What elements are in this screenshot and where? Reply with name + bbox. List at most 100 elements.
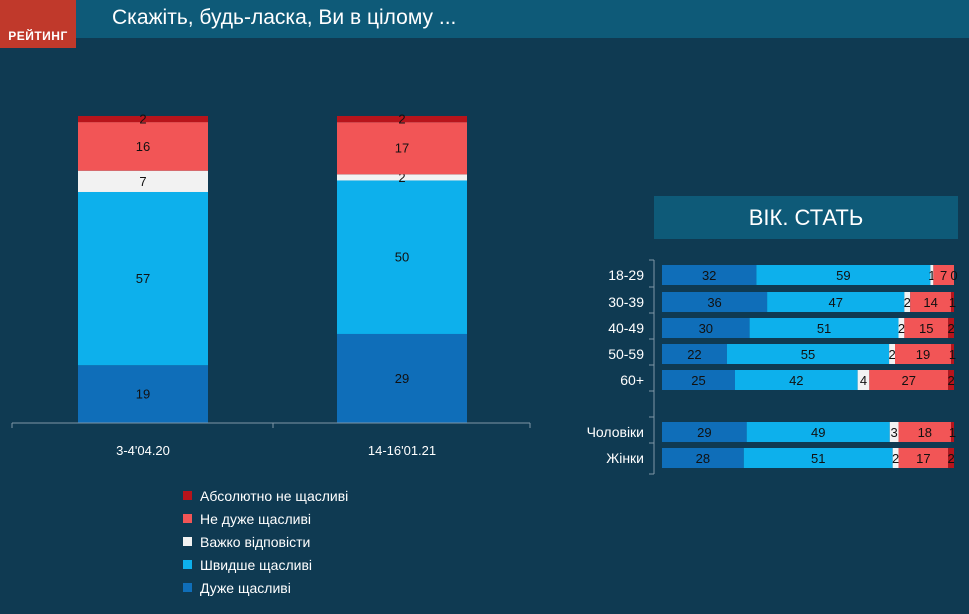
hbar-segment — [951, 422, 954, 442]
hbar-value-label: 18 — [918, 425, 932, 440]
hbar-segment — [951, 344, 954, 364]
hbar-value-label: 1 — [949, 347, 956, 362]
legend-swatch — [183, 560, 192, 569]
hbar-value-label: 51 — [811, 451, 825, 466]
hbar-value-label: 17 — [916, 451, 930, 466]
legend-label: Абсолютно не щасливі — [200, 487, 349, 504]
hbar-value-label: 30 — [699, 321, 713, 336]
hbar-value-label: 29 — [697, 425, 711, 440]
hbar-segment — [898, 448, 949, 468]
hbar-value-label: 32 — [702, 268, 716, 283]
hbar-segment — [662, 292, 768, 312]
bar-value-label: 57 — [136, 271, 150, 286]
bar-segment — [337, 333, 467, 423]
bar-segment — [78, 365, 208, 423]
bar-segment — [337, 116, 467, 123]
bar-value-label: 29 — [395, 371, 409, 386]
header-bar — [0, 0, 969, 38]
legend-item: Важко відповісти — [183, 530, 348, 553]
bar-value-label: 50 — [395, 250, 409, 265]
legend-item: Не дуже щасливі — [183, 507, 348, 530]
legend-swatch — [183, 583, 192, 592]
page-title: Скажіть, будь-ласка, Ви в цілому ... — [112, 6, 457, 29]
row-label: Чоловіки — [587, 424, 644, 440]
hbar-value-label: 2 — [892, 451, 899, 466]
bar-value-label: 17 — [395, 141, 409, 156]
legend-item: Абсолютно не щасливі — [183, 484, 348, 507]
bar-segment — [78, 191, 208, 366]
bar-value-label: 7 — [139, 174, 146, 189]
hbar-segment — [948, 318, 954, 338]
hbar-value-label: 2 — [898, 321, 905, 336]
hbar-segment — [930, 265, 934, 285]
bar-value-label: 2 — [398, 112, 405, 127]
bar-value-label: 16 — [136, 139, 150, 154]
hbar-segment — [892, 448, 899, 468]
hbar-segment — [904, 318, 949, 338]
hbar-value-label: 51 — [817, 321, 831, 336]
hbar-value-label: 1 — [949, 425, 956, 440]
hbar-value-label: 1 — [949, 295, 956, 310]
hbar-segment — [948, 448, 954, 468]
hbar-value-label: 15 — [919, 321, 933, 336]
age-sex-panel-title: ВІК. СТАТЬ — [654, 196, 958, 239]
hbar-value-label: 59 — [836, 268, 850, 283]
bar-segment — [337, 122, 467, 175]
hbar-value-label: 7 — [940, 268, 947, 283]
hbar-segment — [898, 318, 905, 338]
hbar-segment — [746, 422, 890, 442]
hbar-segment — [910, 292, 952, 312]
hbar-segment — [895, 344, 952, 364]
hbar-segment — [662, 422, 747, 442]
hbar-segment — [948, 370, 954, 390]
hbar-value-label: 2 — [904, 295, 911, 310]
hbar-segment — [662, 265, 757, 285]
hbar-value-label: 47 — [829, 295, 843, 310]
row-label: 18-29 — [608, 267, 644, 283]
hbar-segment — [749, 318, 899, 338]
row-label: Жінки — [606, 450, 644, 466]
hbar-segment — [889, 344, 896, 364]
legend-swatch — [183, 491, 192, 500]
legend-item: Дуже щасливі — [183, 576, 348, 599]
hbar-value-label: 2 — [947, 373, 954, 388]
bar-value-label: 19 — [136, 387, 150, 402]
row-label: 30-39 — [608, 294, 644, 310]
hbar-segment — [662, 370, 735, 390]
legend-swatch — [183, 514, 192, 523]
hbar-value-label: 49 — [811, 425, 825, 440]
hbar-segment — [662, 448, 744, 468]
hbar-value-label: 14 — [923, 295, 937, 310]
hbar-segment — [933, 265, 954, 285]
hbar-value-label: 22 — [687, 347, 701, 362]
bar-value-label: 2 — [139, 112, 146, 127]
hbar-segment — [726, 344, 890, 364]
hbar-segment — [904, 292, 911, 312]
hbar-value-label: 2 — [947, 321, 954, 336]
bar-segment — [337, 174, 467, 181]
rating-logo: РЕЙТИНГ — [0, 0, 76, 48]
hbar-segment — [743, 448, 893, 468]
hbar-value-label: 27 — [902, 373, 916, 388]
legend-label: Дуже щасливі — [200, 579, 291, 596]
hbar-value-label: 1 — [928, 268, 935, 283]
row-label: 60+ — [620, 372, 644, 388]
hbar-value-label: 28 — [696, 451, 710, 466]
x-tick-label: 3-4'04.20 — [116, 443, 170, 458]
hbar-segment — [898, 422, 952, 442]
hbar-segment — [951, 292, 954, 312]
legend-label: Не дуже щасливі — [200, 510, 311, 527]
hbar-value-label: 2 — [888, 347, 895, 362]
hbar-segment — [889, 422, 899, 442]
x-tick-label: 14-16'01.21 — [368, 443, 436, 458]
hbar-value-label: 0 — [950, 268, 957, 283]
hbar-segment — [869, 370, 949, 390]
bar-value-label: 2 — [398, 170, 405, 185]
row-label: 40-49 — [608, 320, 644, 336]
hbar-segment — [662, 344, 727, 364]
hbar-value-label: 55 — [801, 347, 815, 362]
legend-label: Важко відповісти — [200, 533, 311, 550]
bar-segment — [78, 122, 208, 171]
chart-legend: Абсолютно не щасливі Не дуже щасливі Важ… — [183, 484, 348, 599]
